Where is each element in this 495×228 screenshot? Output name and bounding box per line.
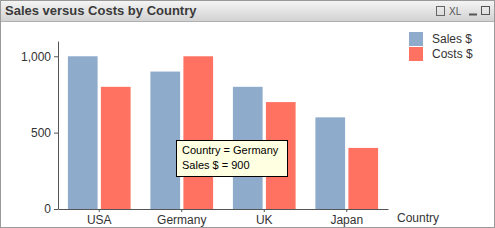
legend-label: Sales $ (432, 32, 472, 46)
legend-swatch (409, 47, 423, 61)
x-tick-label: UK (256, 213, 273, 227)
y-tick-mark (54, 209, 58, 210)
x-axis-title: Country (397, 211, 439, 225)
series (68, 56, 345, 209)
x-tick: Japan (330, 209, 363, 227)
x-tick: UK (256, 209, 273, 227)
bars (68, 56, 378, 209)
bar[interactable] (348, 148, 378, 209)
y-tick-label: 500 (31, 126, 51, 140)
minimize-icon[interactable] (469, 14, 477, 16)
x-tick: USA (87, 209, 112, 227)
x-axis: USA Germany UK Japan (59, 209, 389, 227)
chart: Sales versus Costs by Country XL 0 500 1,000… (0, 0, 495, 228)
bar[interactable] (68, 56, 98, 209)
x-tick: Germany (157, 209, 206, 227)
tooltip-text: Sales $ = 900 (182, 159, 250, 171)
y-axis: 0 500 1,000 (21, 42, 59, 217)
legend: Sales $Costs $ (409, 32, 473, 61)
title-bar (1, 1, 494, 21)
y-tick-label: 0 (44, 202, 51, 216)
legend-label: Costs $ (432, 47, 473, 61)
frame (1, 1, 495, 228)
x-axis-line (59, 209, 389, 210)
tooltip-text: Country = Germany (182, 144, 279, 156)
bar[interactable] (150, 72, 180, 209)
tooltip-box (177, 141, 288, 177)
y-axis-line (58, 42, 59, 210)
series (101, 56, 378, 209)
y-tick: 0 (44, 202, 58, 216)
excel-icon[interactable]: XL (449, 6, 462, 17)
y-tick: 1,000 (21, 50, 58, 64)
x-tick-label: Germany (157, 213, 206, 227)
tooltip: Country = Germany Sales $ = 900 (177, 141, 288, 177)
toolbar: XL (437, 6, 490, 17)
legend-swatch (409, 32, 423, 46)
bar[interactable] (101, 87, 131, 209)
maximize-icon[interactable] (482, 7, 490, 15)
x-tick-label: USA (87, 213, 112, 227)
bar[interactable] (183, 56, 213, 209)
print-icon[interactable] (437, 7, 445, 16)
bar[interactable] (315, 117, 345, 209)
x-tick-label: Japan (330, 213, 363, 227)
y-tick-label: 1,000 (21, 50, 51, 64)
y-tick-mark (54, 133, 58, 134)
y-tick-mark (54, 56, 58, 57)
title: Sales versus Costs by Country (5, 3, 197, 18)
y-tick: 500 (31, 126, 58, 140)
title-bar-border (1, 21, 494, 22)
